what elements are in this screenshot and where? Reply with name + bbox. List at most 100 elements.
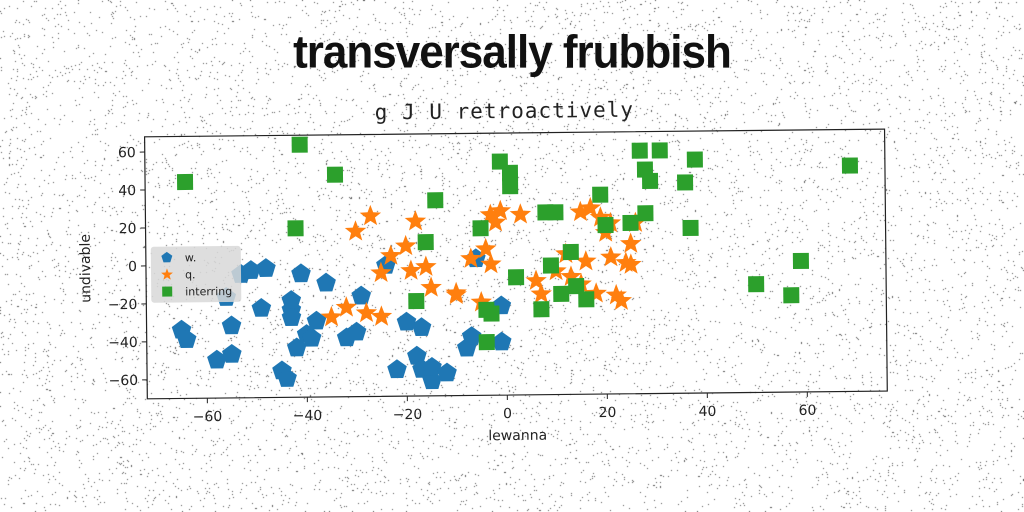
square-point: [637, 205, 654, 222]
y-tick-label: 60: [118, 145, 136, 161]
y-tick-label: 40: [118, 183, 136, 199]
square-point: [677, 174, 694, 191]
star-point: [600, 246, 622, 267]
star-point: [489, 199, 512, 221]
x-tick-label: −20: [393, 407, 423, 423]
y-axis-label: undivable: [78, 234, 95, 303]
pentagon-point: [301, 327, 322, 347]
y-tick-label: −20: [108, 297, 138, 313]
star-point: [619, 232, 642, 253]
pentagon-point: [306, 310, 327, 330]
pentagon-point: [281, 307, 302, 326]
square-point: [326, 166, 344, 183]
legend-square-swatch: [162, 286, 173, 297]
square-point: [651, 142, 668, 159]
chart-headline: transversally frubbish: [293, 26, 732, 79]
square-point: [641, 172, 659, 189]
x-tick-label: 40: [698, 404, 716, 420]
star-point: [380, 244, 402, 265]
y-tick-label: −40: [108, 335, 138, 351]
square-point: [841, 157, 859, 174]
star-point: [509, 203, 532, 224]
plot-frame: [143, 128, 888, 400]
star-point: [589, 206, 612, 227]
square-point: [417, 234, 434, 251]
star-point: [370, 261, 392, 283]
x-tick-label: 0: [503, 406, 512, 422]
square-point: [483, 305, 500, 322]
square-point: [682, 219, 699, 237]
star-point: [475, 237, 497, 259]
x-tick-label: 20: [599, 405, 617, 421]
pentagon-point: [241, 260, 261, 279]
star-point: [480, 253, 502, 274]
legend-box: [150, 245, 242, 303]
legend-label: interring: [185, 285, 232, 298]
x-tick-label: −40: [293, 408, 323, 424]
pentagon-point: [461, 326, 482, 345]
star-point: [620, 253, 642, 274]
star-point: [484, 211, 507, 232]
legend: w. q. interring: [150, 245, 242, 303]
pentagon-point: [437, 362, 457, 382]
star-point: [610, 289, 632, 311]
star-point: [605, 283, 627, 305]
square-point: [748, 276, 765, 293]
square-point: [291, 136, 308, 153]
square-point: [578, 291, 595, 308]
pentagon-point: [222, 343, 242, 363]
data-marks: [171, 136, 859, 390]
pentagon-point: [411, 317, 432, 337]
star-point: [525, 269, 547, 291]
pentagon-point: [291, 263, 311, 283]
pentagon-point: [422, 357, 442, 376]
square-point: [547, 204, 564, 221]
star-point: [335, 296, 358, 317]
square-point: [287, 220, 304, 237]
square-point: [568, 278, 585, 295]
square-point: [792, 252, 810, 270]
legend-label: q.: [185, 268, 196, 281]
star-point: [479, 203, 502, 224]
pentagon-point: [281, 290, 302, 309]
y-tick-label: 0: [128, 259, 137, 275]
x-tick-label: −60: [193, 409, 223, 425]
x-axis-label: lewanna: [488, 428, 547, 445]
square-point: [597, 216, 614, 234]
legend-star-swatch: [161, 268, 173, 280]
pentagon-point: [221, 315, 242, 335]
star-point: [400, 259, 422, 280]
star-point: [415, 255, 437, 276]
pentagon-point: [351, 285, 372, 305]
square-point: [176, 173, 194, 191]
star-point: [359, 204, 382, 226]
star-point: [370, 305, 393, 326]
star-point: [355, 301, 378, 323]
pentagon-point: [277, 368, 297, 387]
star-point: [579, 196, 602, 218]
pentagon-point: [346, 321, 367, 341]
star-point: [585, 282, 607, 303]
pentagon-point: [256, 258, 276, 277]
legend-pentagon-swatch: [161, 251, 173, 263]
square-point: [478, 334, 495, 351]
star-point: [344, 220, 367, 241]
star-point: [569, 200, 592, 222]
square-point: [427, 192, 444, 209]
x-tick-label: 60: [798, 403, 816, 419]
star-point: [420, 276, 442, 297]
star-point: [395, 234, 417, 256]
square-point: [533, 301, 550, 318]
square-point: [686, 151, 703, 168]
square-point: [542, 257, 560, 274]
square-point: [472, 220, 489, 237]
square-point: [553, 285, 570, 302]
square-point: [507, 269, 525, 286]
star-point: [530, 282, 552, 304]
star-point: [560, 265, 582, 286]
square-point: [408, 292, 425, 310]
legend-label: w.: [185, 251, 197, 264]
square-point: [622, 214, 639, 231]
axis-ticks: −60 −40 −20 0 20 40 60 −60 −40 −20 0 20 40 60: [108, 145, 817, 425]
